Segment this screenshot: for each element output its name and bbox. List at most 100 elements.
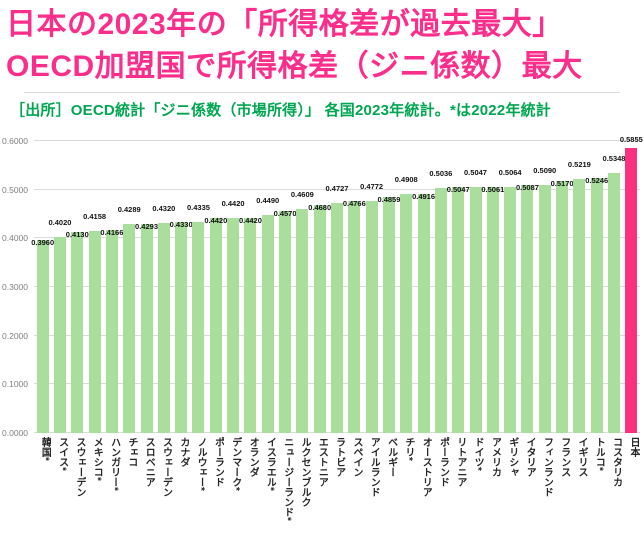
bar-category-label: ギリシャ: [506, 437, 518, 477]
bar-value-label: 0.4772: [360, 181, 384, 191]
bar-category-label: ドイツ*: [472, 437, 484, 471]
category-axis: 韓国* スイス* スウェーデン メキシコ* ハンガリー* チェコ スロベニア スウェーデン カナ…: [34, 437, 640, 550]
bar: [53, 237, 66, 433]
bar-value-label: 0.4766: [342, 199, 366, 209]
page-title: 日本の2023年の「所得格差が過去最大」 OECD加盟国で所得格差（ジニ係数）最…: [6, 4, 642, 88]
bar-category-label: オーストリア: [420, 437, 432, 497]
bar-category-label: フィンランド: [541, 437, 553, 497]
bar-value-label: 0.4859: [377, 194, 401, 204]
y-axis-tick-label: 0.5000: [2, 184, 28, 195]
bar: [140, 224, 153, 433]
bar-value-label: 0.4420: [221, 198, 245, 208]
bar: [573, 179, 586, 433]
bar-value-label: 0.4420: [204, 215, 228, 225]
bar-category-label: スロベニア: [143, 437, 155, 487]
bar-category-label: チリ*: [402, 437, 414, 461]
bar-value-label: 0.3960: [31, 238, 55, 248]
bar: [469, 187, 482, 433]
bar: [261, 214, 274, 433]
bar-category-label: フランス: [558, 437, 570, 477]
bar: [331, 202, 343, 433]
bar: [123, 224, 136, 433]
page-title-line2: OECD加盟国で所得格差（ジニ係数）最大: [6, 50, 583, 83]
bar-category-label: メキシコ*: [91, 437, 103, 481]
bar-value-label: 0.4570: [273, 208, 297, 218]
bar-value-label: 0.5219: [567, 160, 591, 170]
bar-category-label: イギリス: [576, 437, 588, 477]
source-note: ［出所］OECD統計「ジニ係数（市場所得）」 各国2023年統計。*は2022年…: [10, 102, 551, 119]
bar: [244, 217, 257, 433]
bar: [313, 205, 326, 433]
bar-value-label: 0.4335: [187, 203, 210, 213]
bar-value-label: 0.4289: [117, 205, 141, 215]
bar: [608, 172, 621, 433]
bar: [209, 217, 222, 433]
bar: [590, 177, 603, 433]
bar: [348, 201, 361, 433]
bar-value-label: 0.4320: [152, 203, 176, 213]
bar-chart-plot: 0.3960 0.4020 0.4130 0.4158 0.4166 0.4289 0.42…: [31, 135, 643, 433]
bar-category-label: スウェーデン: [73, 437, 85, 497]
bar-category-label: ニュージーランド*: [281, 437, 293, 521]
bar-value-label: 0.4727: [325, 183, 349, 193]
bar-category-label: オランダ: [247, 437, 259, 477]
y-axis-tick-label: 0.0000: [2, 428, 28, 438]
bar-value-label: 0.4158: [83, 211, 107, 221]
bar: [105, 230, 118, 433]
bar: [417, 193, 430, 433]
bar-category-label: スペイン: [350, 437, 362, 477]
bar-value-label: 0.5087: [515, 183, 539, 193]
gridline: [34, 188, 640, 190]
bar: [175, 222, 188, 433]
y-axis-tick-label: 0.6000: [2, 136, 28, 146]
bar-value-label: 0.5047: [464, 168, 487, 178]
bar: [452, 187, 465, 433]
bar-value-label: 0.4609: [290, 189, 314, 199]
bar-value-label: 0.4916: [412, 191, 436, 201]
bar-value-label: 0.4330: [169, 220, 193, 230]
bar-value-label: 0.5170: [550, 179, 574, 189]
bar-value-label: 0.5064: [498, 167, 522, 177]
bar-value-label: 0.5061: [481, 184, 505, 194]
bar-category-label: イスラエル*: [264, 437, 276, 491]
page-title-line1: 日本の2023年の「所得格差が過去最大」: [6, 8, 563, 41]
bar-value-label: 0.4130: [65, 230, 89, 240]
y-axis: 0.6000 0.5000 0.4000 0.3000 0.2000 0.1000 0.00…: [0, 136, 30, 438]
bar: [227, 217, 240, 433]
bar-category-label: ベルギー: [385, 437, 397, 477]
bar-category-label: コスタリカ: [610, 437, 622, 487]
bar: [36, 240, 49, 433]
bar: [434, 187, 447, 433]
bar: [556, 181, 569, 433]
bar: [192, 222, 205, 433]
bar: [279, 210, 292, 433]
bar-category-label: 日本: [627, 437, 639, 457]
bar: [88, 230, 101, 433]
bar-value-label: 0.4293: [135, 222, 158, 232]
bar-value-label: 0.4020: [48, 218, 72, 228]
bar: [365, 200, 378, 433]
bar-category-label: トルコ*: [593, 437, 605, 471]
bar-category-label: ポーランド: [212, 437, 224, 487]
bar: [538, 185, 551, 433]
bar-category-label: アイルランド: [368, 437, 380, 497]
bar: [71, 232, 84, 433]
bar-category-label: イタリア: [524, 437, 536, 477]
bar-value-label: 0.5855: [619, 135, 643, 145]
bar-category-label: ポーランド: [437, 437, 449, 487]
y-axis-tick-label: 0.2000: [2, 330, 28, 341]
bar-category-label: ラトビア: [333, 437, 345, 477]
bar-value-label: 0.5047: [446, 185, 470, 195]
bar-value-label: 0.4420: [238, 215, 262, 225]
bar: [486, 186, 499, 433]
bar: [157, 222, 170, 433]
title-divider: [24, 92, 620, 93]
bar-value-label: 0.4908: [394, 175, 418, 185]
bar-category-label: エストニア: [316, 437, 328, 487]
bar-value-label: 0.5090: [533, 166, 557, 176]
bar-value-label: 0.5348: [602, 153, 626, 163]
gridline: [34, 140, 640, 141]
bar-category-label: アメリカ: [489, 437, 501, 477]
bar-value-label: 0.4490: [256, 195, 280, 205]
bar: [382, 196, 395, 433]
